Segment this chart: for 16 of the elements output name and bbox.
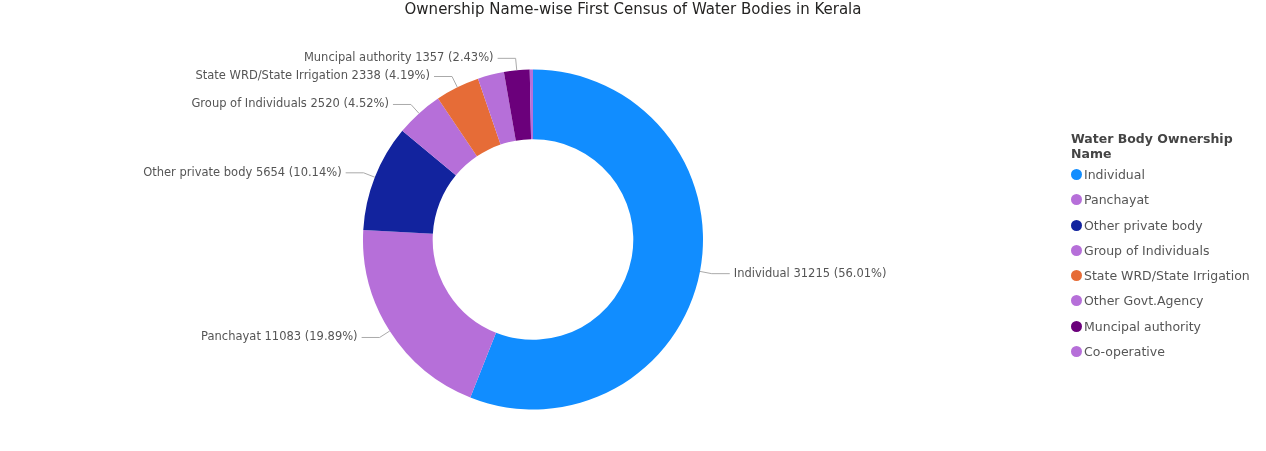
legend-label: Group of Individuals: [1084, 242, 1210, 258]
legend-label: Other private body: [1084, 217, 1203, 233]
category-label: State WRD/State Irrigation 2338 (4.19%): [195, 68, 431, 83]
category-label: Other private body 5654 (10.14%): [143, 164, 342, 179]
legend-label: Individual: [1084, 167, 1145, 182]
legend-label: Other Govt.Agency: [1084, 293, 1204, 309]
category-label: Group of Individuals 2520 (4.52%): [191, 96, 389, 111]
category-label: Panchayat 11083 (19.89%): [201, 329, 358, 344]
chart-title: Ownership Name-wise First Census of Water Bodies in Kerala: [403, 0, 863, 18]
legend-label: Muncipal authority: [1084, 318, 1201, 334]
category-label: Individual 31215 (56.01%): [733, 265, 887, 280]
category-label: Muncipal authority 1357 (2.43%): [303, 50, 494, 65]
legend-label: Panchayat: [1084, 192, 1149, 208]
legend-label: Co-operative: [1084, 344, 1165, 360]
legend-title: Water Body Ownership Name: [1071, 131, 1234, 161]
legend-label: State WRD/State Irrigation: [1084, 268, 1250, 284]
